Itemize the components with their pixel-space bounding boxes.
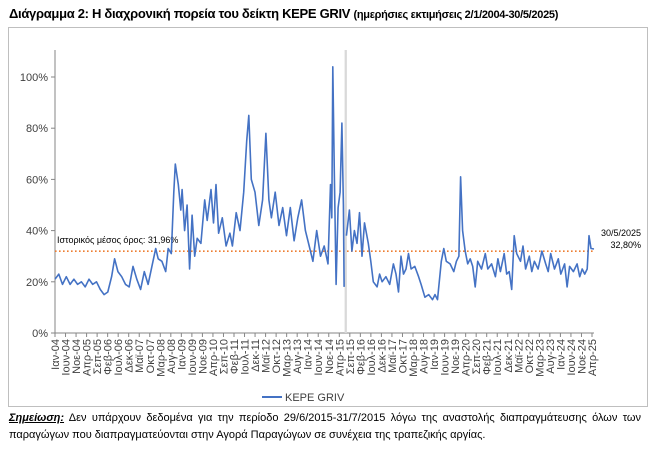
series-line-kepe-griv xyxy=(54,66,345,296)
y-tick-label: 40% xyxy=(26,226,48,238)
y-tick-label: 80% xyxy=(26,123,48,135)
x-tick-label: Ιουλ-21 xyxy=(492,339,504,376)
chart-title: Διάγραμμα 2: Η διαχρονική πορεία του δεί… xyxy=(9,6,558,21)
x-tick-label: Ιουν-14 xyxy=(313,339,325,376)
y-tick-label: 60% xyxy=(26,174,48,186)
x-tick-label: Απρ-05 xyxy=(82,339,94,376)
y-tick-label: 20% xyxy=(26,277,48,289)
x-tick-label: Οκτ-17 xyxy=(397,339,409,373)
x-tick-label: Φεβ-06 xyxy=(103,339,115,375)
x-tick-label: Σεπ-05 xyxy=(92,339,104,374)
x-tick-label: Φεβ-21 xyxy=(482,339,494,375)
x-tick-label: Απρ-15 xyxy=(334,339,346,376)
x-tick-label: Ιουν-19 xyxy=(440,339,452,376)
x-tick-label: Ιουν-09 xyxy=(187,339,199,376)
x-tick-label: Μαϊ-07 xyxy=(134,339,146,373)
x-tick-label: Μαρ-13 xyxy=(282,339,294,377)
x-tick-label: Οκτ-07 xyxy=(145,339,157,373)
data-gap-band xyxy=(344,50,347,333)
footnote: Σημείωση: Δεν υπάρχουν δεδομένα για την … xyxy=(9,410,641,444)
x-tick-label: Ιαν-04 xyxy=(50,339,62,370)
x-tick-label: Μαρ-08 xyxy=(155,339,167,377)
x-tick-label: Φεβ-11 xyxy=(229,339,241,374)
x-tick-label: Μαρ-23 xyxy=(534,339,546,377)
x-tick-label: Σεπ-10 xyxy=(218,339,230,374)
x-tick-label: Νοε-24 xyxy=(576,339,588,374)
legend-label: KEPE GRIV xyxy=(285,392,345,404)
x-tick-label: Δεκ-21 xyxy=(503,339,515,373)
x-tick-label: Ιουλ-06 xyxy=(113,339,125,376)
x-tick-label: Μαρ-18 xyxy=(408,339,420,377)
x-tick-label: Μαϊ-17 xyxy=(387,339,399,373)
last-date-label: 30/5/2025 xyxy=(601,228,641,238)
x-tick-label: Ιουν-04 xyxy=(61,339,73,376)
x-tick-label: Δεκ-11 xyxy=(250,339,262,372)
chart-frame xyxy=(8,27,648,407)
last-value-label: 32,80% xyxy=(610,240,641,250)
x-tick-label: Δεκ-16 xyxy=(376,339,388,373)
x-tick-label: Νοε-19 xyxy=(450,339,462,374)
x-tick-label: Νοε-04 xyxy=(71,339,83,374)
x-tick-label: Ιουλ-16 xyxy=(366,339,378,376)
x-tick-label: Ιαν-24 xyxy=(555,339,567,370)
x-tick-label: Αυγ-18 xyxy=(419,339,431,374)
x-tick-label: Ιαν-19 xyxy=(429,339,441,370)
x-tick-label: Μαϊ-12 xyxy=(261,339,273,373)
x-tick-label: Δεκ-06 xyxy=(124,339,136,373)
series-line-kepe-griv xyxy=(345,176,595,301)
x-tick-label: Απρ-25 xyxy=(587,339,599,376)
x-tick-label: Αυγ-23 xyxy=(545,339,557,374)
x-tick-label: Μαϊ-22 xyxy=(513,339,525,373)
x-tick-label: Απρ-20 xyxy=(461,339,473,376)
x-tick-label: Οκτ-12 xyxy=(271,339,283,373)
title-main: Διάγραμμα 2: Η διαχρονική πορεία του δεί… xyxy=(9,6,351,21)
x-tick-label: Ιουν-24 xyxy=(566,339,578,376)
title-sub: (ημερήσιες εκτιμήσεις 2/1/2004-30/5/2025… xyxy=(353,9,559,21)
note-text: Δεν υπάρχουν δεδομένα για την περίοδο 29… xyxy=(9,412,641,441)
historical-mean-label: Ιστορικός μέσος όρος: 31,96% xyxy=(57,235,178,245)
x-tick-label: Αυγ-08 xyxy=(166,339,178,374)
x-tick-label: Σεπ-20 xyxy=(471,339,483,374)
x-tick-label: Οκτ-22 xyxy=(524,339,536,373)
x-tick-label: Ιουλ-11 xyxy=(240,339,252,375)
x-tick-label: Αυγ-13 xyxy=(292,339,304,374)
note-label: Σημείωση: xyxy=(9,412,65,424)
y-tick-label: 0% xyxy=(32,328,48,340)
x-tick-label: Φεβ-16 xyxy=(355,339,367,375)
x-tick-label: Νοε-09 xyxy=(197,339,209,374)
x-tick-label: Ιαν-14 xyxy=(303,339,315,370)
x-tick-label: Απρ-10 xyxy=(208,339,220,376)
x-tick-label: Νοε-14 xyxy=(324,339,336,374)
x-tick-label: Ιαν-09 xyxy=(176,339,188,370)
x-tick-label: Σεπ-15 xyxy=(345,339,357,374)
y-tick-label: 100% xyxy=(20,72,48,84)
